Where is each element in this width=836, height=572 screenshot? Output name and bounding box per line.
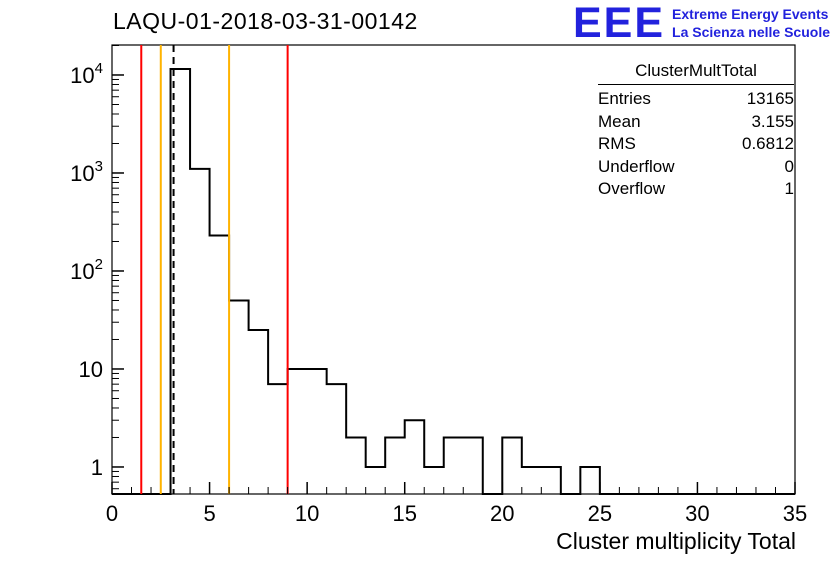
stats-rows: Entries 13165 Mean 3.155 RMS 0.6812 Underflow 0… [598,88,794,201]
eee-logo: EEE Extreme Energy Events La Scienza nel… [573,0,830,47]
stats-row-value: 0 [784,156,794,176]
x-tick-label: 35 [783,501,807,526]
stats-row-label: RMS [598,134,636,153]
x-tick-label: 15 [392,501,416,526]
y-tick-label: 1 [91,455,103,480]
y-tick-label: 10 [79,357,103,382]
plot-title: LAQU-01-2018-03-31-00142 [113,8,418,34]
stats-row-value: 0.6812 [742,134,794,153]
stats-row-label: Entries [598,89,651,108]
eee-logo-line1: Extreme Energy Events [672,6,829,23]
stats-title: ClusterMultTotal [598,61,794,85]
stats-box: ClusterMultTotal Entries 13165 Mean 3.155 RM… [598,61,794,201]
x-tick-label: 5 [203,501,215,526]
eee-logo-letters: EEE [573,0,666,47]
eee-logo-text: Extreme Energy Events La Scienza nelle S… [672,5,830,41]
y-tick-label: 103 [70,158,103,186]
stats-row: Overflow 1 [598,178,794,201]
stats-row-value: 3.155 [751,111,794,131]
x-tick-label: 20 [490,501,514,526]
x-tick-label: 10 [295,501,319,526]
eee-logo-line2: La Scienza nelle Scuole [672,24,830,41]
x-tick-label: 25 [588,501,612,526]
x-tick-label: 0 [106,501,118,526]
stats-row-label: Mean [598,111,641,131]
stats-row-value: 1 [784,179,794,198]
stats-row-label: Underflow [598,156,675,176]
stats-row: RMS 0.6812 [598,133,794,156]
x-tick-label: 30 [685,501,709,526]
stats-row: Underflow 0 [598,156,794,179]
y-tick-label: 104 [70,60,103,88]
stats-row-value: 13165 [746,89,794,108]
y-tick-label: 102 [70,256,103,284]
plot-frame [111,44,796,495]
stats-row: Entries 13165 [598,88,794,111]
stats-row-label: Overflow [598,179,666,198]
stats-row: Mean 3.155 [598,111,794,134]
x-axis-title: Cluster multiplicity Total [556,528,796,554]
